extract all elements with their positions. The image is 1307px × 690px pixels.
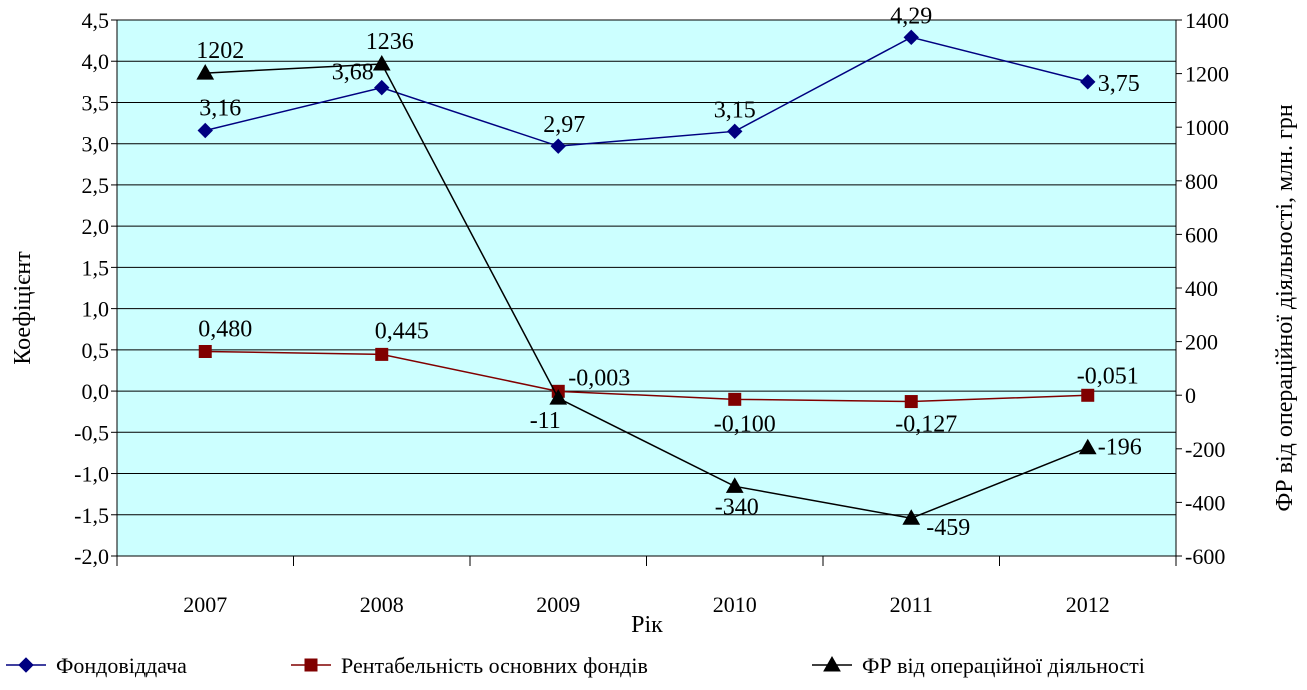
data-point xyxy=(372,54,391,71)
data-label: 3,16 xyxy=(199,95,241,121)
data-point xyxy=(375,347,389,361)
y2-tick-label: 0 xyxy=(1185,383,1196,408)
data-label: 3,75 xyxy=(1098,71,1140,97)
legend-label: Фондовіддача xyxy=(56,653,187,678)
y2-axis-title: ФР від операційної діяльності, млн. грн xyxy=(1272,104,1298,511)
y-tick-label: 4,5 xyxy=(82,8,110,33)
series-line xyxy=(205,36,1088,147)
legend-item: ФР від операційної діяльності xyxy=(812,653,1145,678)
y-tick-label: 1,5 xyxy=(82,255,110,280)
data-point xyxy=(550,138,566,154)
y2-tick-label: -200 xyxy=(1185,437,1225,462)
y2-tick-label: 1000 xyxy=(1185,115,1229,140)
data-label: 3,68 xyxy=(332,60,374,86)
data-label: -340 xyxy=(715,494,759,520)
data-point xyxy=(1081,388,1095,402)
y-tick-label: -0,5 xyxy=(74,420,109,445)
y-tick-label: 1,0 xyxy=(82,297,110,322)
y-tick-label: -1,0 xyxy=(74,462,109,487)
y-tick-label: 2,0 xyxy=(82,214,110,239)
series-line xyxy=(205,63,1089,519)
data-label: -0,051 xyxy=(1077,363,1139,389)
data-point xyxy=(198,344,212,358)
y2-tick-label: 800 xyxy=(1185,169,1218,194)
legend-item: Рентабельність основних фондів xyxy=(291,653,648,678)
data-label: 3,15 xyxy=(714,97,756,123)
data-label: -0,100 xyxy=(714,411,776,437)
right-axis: -600 -400 -200 0 200 400 600 800 1000 1200 1400 xyxy=(1176,8,1229,569)
y-tick-label: 2,5 xyxy=(82,173,110,198)
data-label: 0,445 xyxy=(375,318,429,344)
data-point xyxy=(903,29,919,46)
data-point xyxy=(374,79,390,96)
legend-marker xyxy=(304,658,318,672)
data-label: 1236 xyxy=(366,29,414,55)
data-point xyxy=(1080,74,1096,90)
data-label: 4,29 xyxy=(890,3,932,29)
y-tick-label: -1,5 xyxy=(74,503,109,528)
legend: Фондовіддача Рентабельність основних фонд… xyxy=(6,653,1145,678)
grid-lines xyxy=(117,60,1176,516)
y2-tick-label: 600 xyxy=(1185,222,1218,247)
legend-marker xyxy=(823,655,841,672)
data-label: -0,003 xyxy=(568,365,630,391)
data-point xyxy=(904,395,918,409)
y-tick-label: 3,5 xyxy=(82,90,110,115)
x-axis: 2007 2008 2009 2010 2011 2012 xyxy=(116,556,1177,617)
data-label: 0,480 xyxy=(198,316,252,342)
y-tick-label: -2,0 xyxy=(74,544,109,569)
y2-tick-label: -600 xyxy=(1185,544,1225,569)
x-tick-label: 2011 xyxy=(890,592,933,617)
y-tick-label: 0,5 xyxy=(82,338,110,363)
y-tick-label: 4,0 xyxy=(82,49,110,74)
data-label: -196 xyxy=(1098,435,1142,461)
series-layer xyxy=(196,29,1097,525)
y-tick-label: 0,0 xyxy=(82,379,110,404)
y2-tick-label: 1400 xyxy=(1185,8,1229,33)
data-label: -0,127 xyxy=(895,412,957,438)
data-point xyxy=(197,122,213,139)
legend-item: Фондовіддача xyxy=(6,653,187,678)
x-tick-label: 2012 xyxy=(1066,592,1110,617)
data-point xyxy=(902,509,921,525)
legend-label: ФР від операційної діяльності xyxy=(862,653,1145,678)
data-label: 2,97 xyxy=(543,112,585,138)
y-axis-title: Коефіцієнт xyxy=(10,251,36,365)
x-tick-label: 2009 xyxy=(536,592,580,617)
series-1 xyxy=(197,29,1096,154)
legend-label: Рентабельність основних фондів xyxy=(341,653,648,678)
data-point xyxy=(549,389,568,405)
series-line xyxy=(205,350,1088,403)
data-point xyxy=(725,477,744,493)
y2-tick-label: 400 xyxy=(1185,276,1218,301)
y2-tick-label: -400 xyxy=(1185,490,1225,515)
data-point xyxy=(728,392,742,406)
legend-marker xyxy=(18,657,34,673)
data-label: 1202 xyxy=(196,38,244,64)
y2-tick-label: 200 xyxy=(1185,330,1218,355)
data-label: -11 xyxy=(530,408,561,434)
data-point xyxy=(196,64,215,80)
data-point xyxy=(1078,438,1097,455)
data-labels: 3,16 3,68 2,97 3,15 4,29 3,75 0,480 0,445 -0,003… xyxy=(196,3,1142,541)
data-point xyxy=(727,123,743,140)
x-tick-label: 2010 xyxy=(713,592,757,617)
y-tick-label: 3,0 xyxy=(82,132,110,157)
x-tick-label: 2008 xyxy=(360,592,404,617)
x-axis-title: Рік xyxy=(631,612,663,638)
data-label: -459 xyxy=(926,515,970,541)
y2-tick-label: 1200 xyxy=(1185,62,1229,87)
left-axis: -2,0 -1,5 -1,0 -0,5 0,0 0,5 1,0 1,5 2,0 2,5 3,0 3,5… xyxy=(74,8,117,569)
x-tick-label: 2007 xyxy=(183,592,227,617)
series-3 xyxy=(196,54,1097,525)
